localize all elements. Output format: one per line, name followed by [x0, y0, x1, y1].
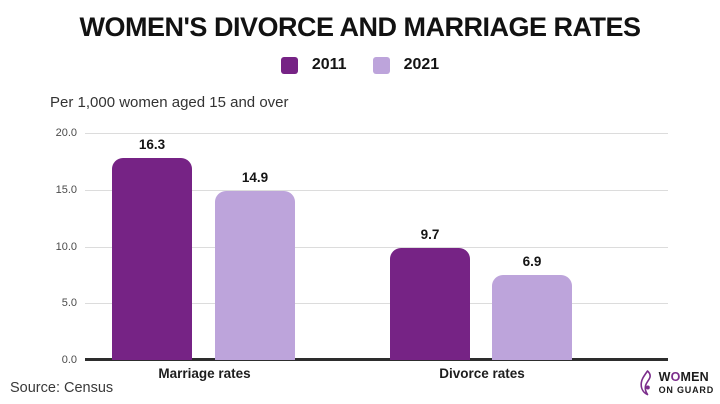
- gridline-20.0: [85, 133, 668, 134]
- chart-title: WOMEN'S DIVORCE AND MARRIAGE RATES: [79, 12, 641, 42]
- brand-name-line2: ON GUARD: [658, 384, 714, 395]
- brand-letter-o: O: [670, 370, 681, 385]
- brand-logo: WOMEN ON GUARD: [638, 370, 714, 396]
- brand-letter-w: W: [658, 370, 671, 385]
- bar-2011-divorce-rates: [390, 247, 470, 360]
- bar-2021-marriage-rates: [215, 190, 295, 360]
- legend-label-2021: 2021: [403, 56, 440, 73]
- chart-subtitle: Per 1,000 women aged 15 and over: [50, 94, 289, 111]
- legend-item-2021: 2021: [372, 56, 440, 74]
- legend-item-2011: 2011: [280, 56, 347, 74]
- bar-value-2011-divorce-rates: 9.7: [420, 226, 440, 242]
- bar-2021-divorce-rates: [492, 274, 572, 360]
- category-label-divorce-rates: Divorce rates: [439, 366, 525, 381]
- y-tick-label-20.0: 20.0: [55, 127, 77, 139]
- x-axis-line: [85, 358, 668, 361]
- category-label-marriage-rates: Marriage rates: [158, 366, 251, 381]
- y-tick-label-5.0: 5.0: [61, 297, 77, 310]
- brand-logo-text: WOMEN ON GUARD: [659, 371, 714, 395]
- y-tick-label-15.0: 15.0: [55, 183, 77, 196]
- legend-swatch-2021: [372, 56, 390, 74]
- source-note: Source: Census: [10, 380, 114, 396]
- legend: 2011 2021: [0, 56, 720, 74]
- bar-value-2021-divorce-rates: 6.9: [522, 253, 542, 269]
- gridline-5.0: [85, 303, 668, 305]
- plot-area: 16.3 9.7 14.9 6.9: [85, 133, 668, 361]
- y-tick-label-0.0: 0.0: [61, 354, 77, 366]
- bar-value-2011-marriage-rates: 16.3: [138, 136, 166, 152]
- brand-letters-men: MEN: [680, 370, 709, 385]
- bar-2011-marriage-rates: [112, 157, 192, 360]
- gridline-10.0: [85, 246, 668, 248]
- legend-label-2011: 2011: [311, 56, 347, 73]
- y-tick-label-10.0: 10.0: [55, 240, 77, 253]
- flame-ribbon-icon: [639, 370, 651, 396]
- y-axis: 0.0 5.0 10.0 15.0 20.0: [38, 127, 77, 366]
- legend-swatch-2011: [280, 56, 298, 74]
- bar-value-2021-marriage-rates: 14.9: [241, 169, 269, 185]
- brand-name-line1: WOMEN: [659, 371, 714, 384]
- gridline-15.0: [85, 189, 668, 191]
